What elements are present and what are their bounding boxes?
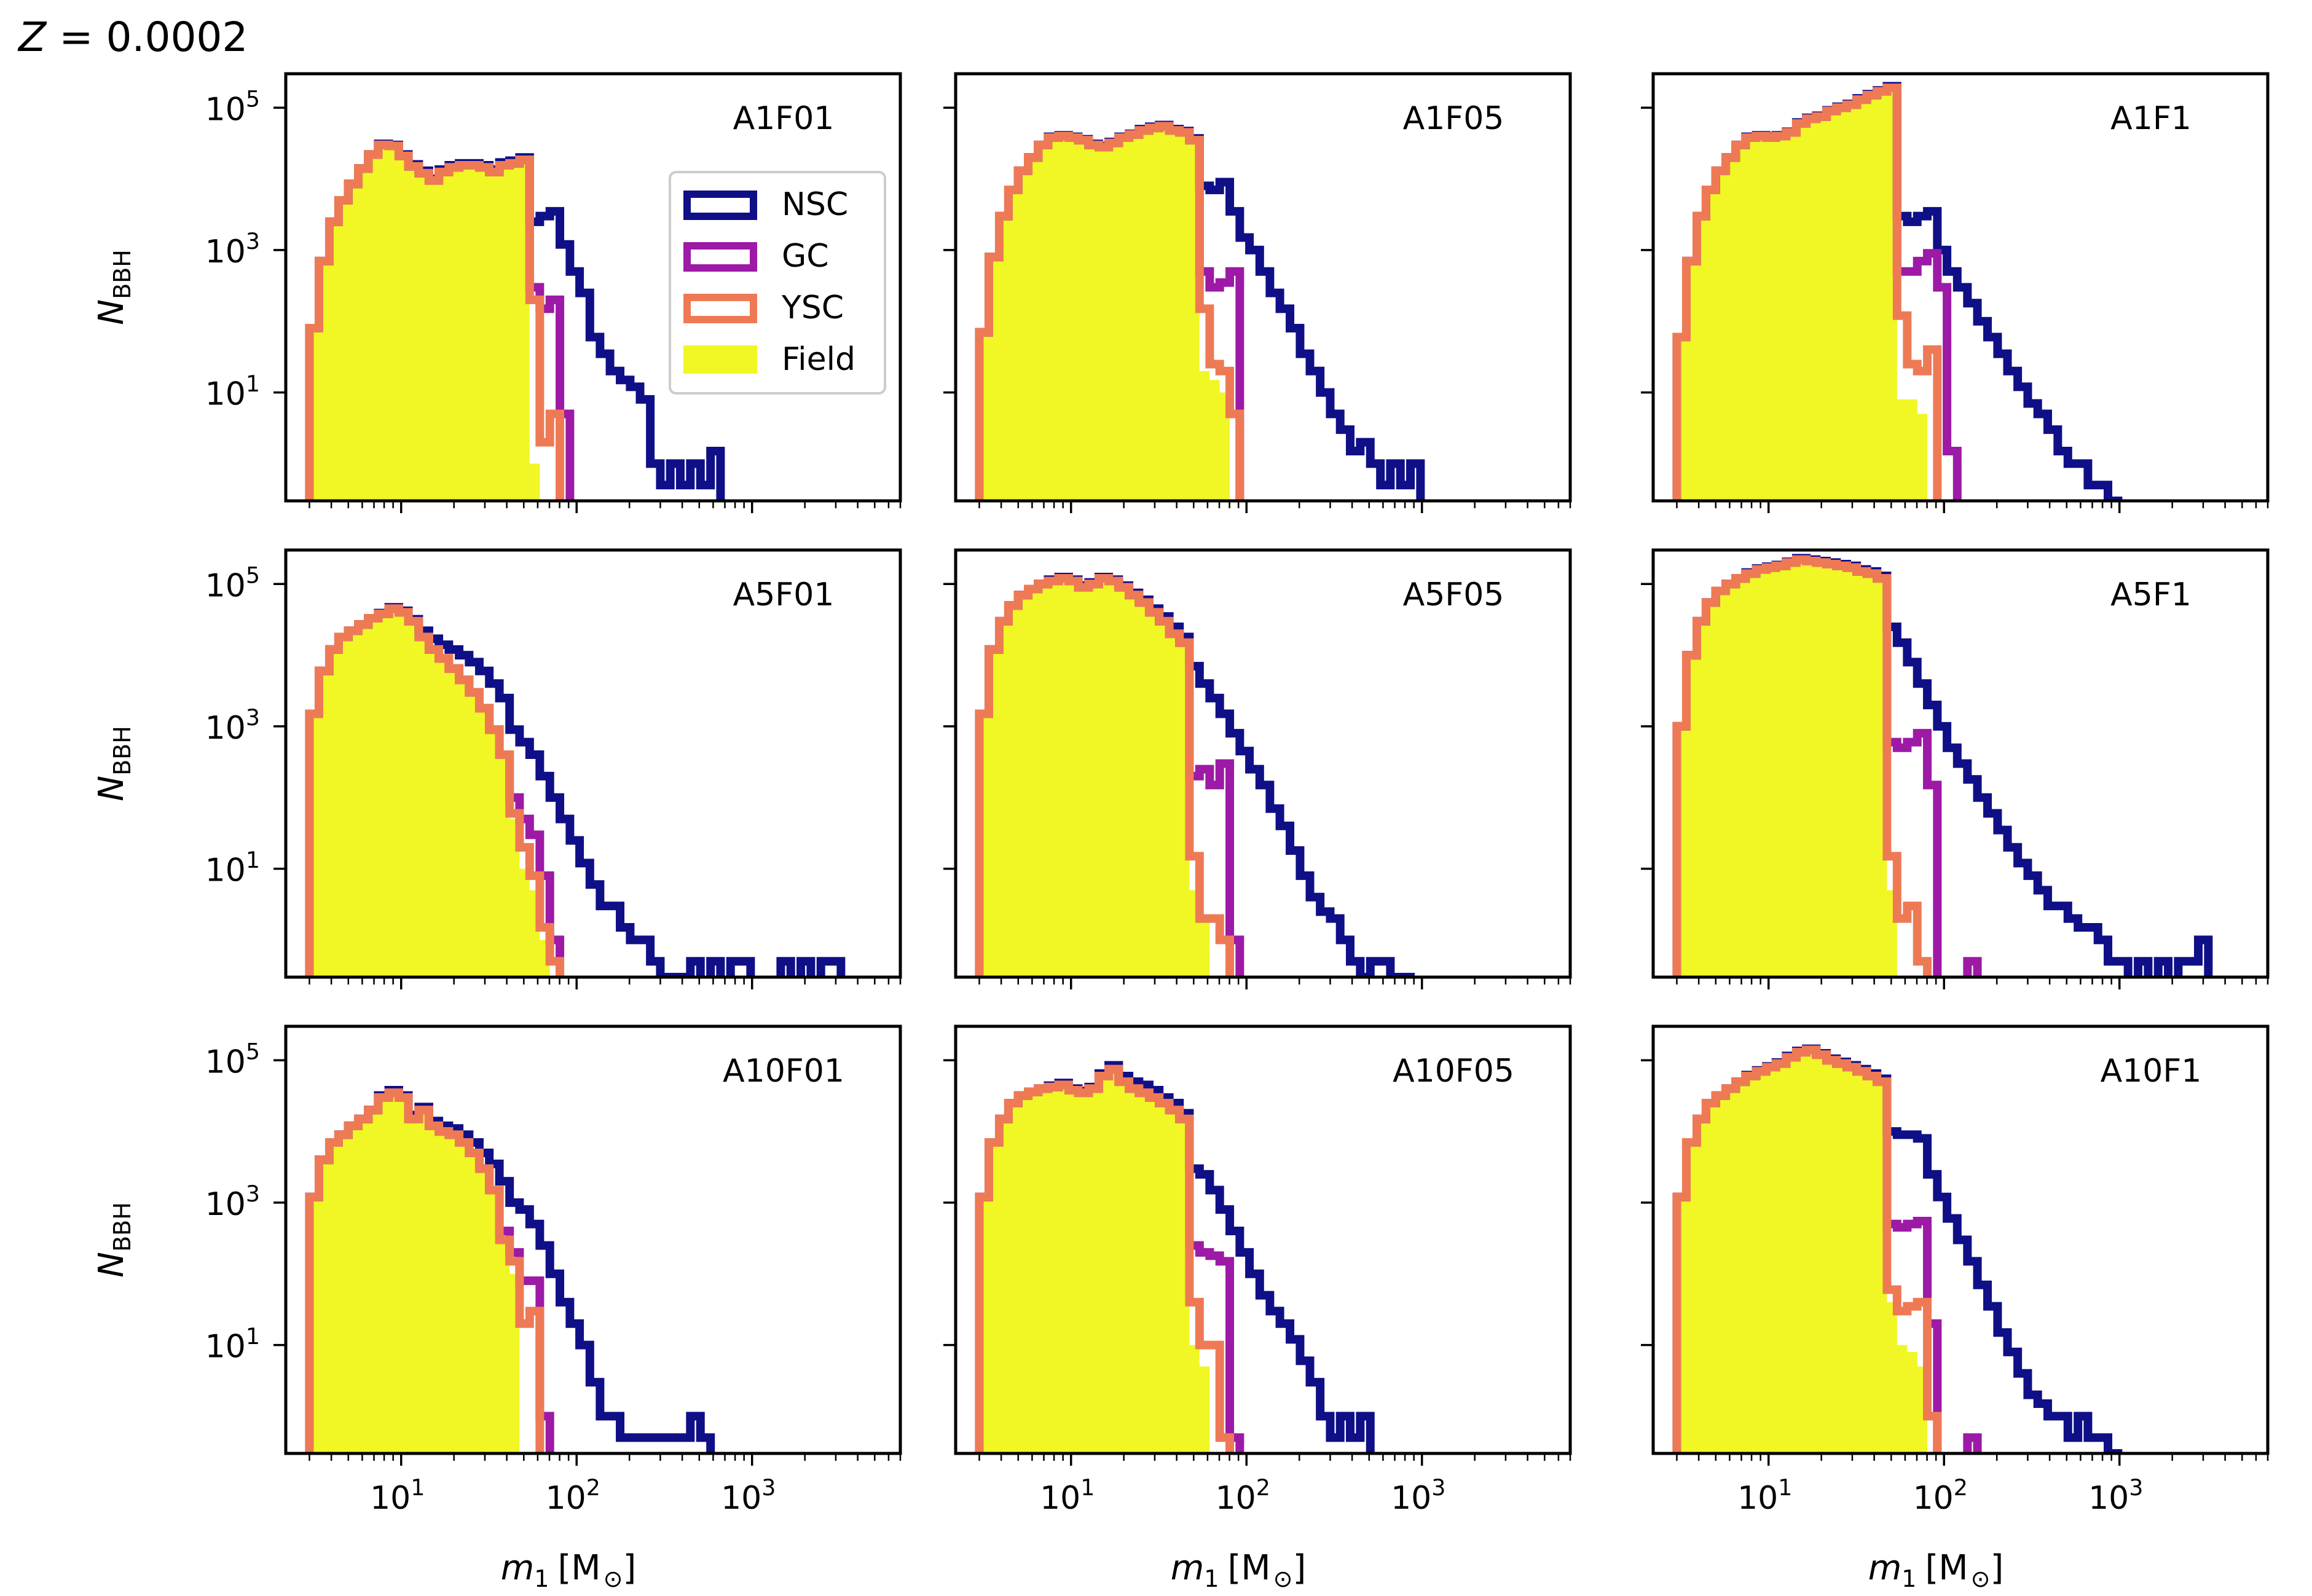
- y-tick-label: 101: [205, 371, 260, 413]
- figure-title: Z = 0.0002: [17, 14, 248, 61]
- x-tick-label: 102: [1913, 1474, 1968, 1517]
- panel-label: A10F01: [723, 1053, 844, 1090]
- legend-label-gc: GC: [782, 238, 829, 275]
- plot-area: [975, 573, 1415, 977]
- panel-label: A10F1: [2101, 1053, 2202, 1090]
- legend-swatch-nsc: [683, 191, 757, 220]
- legend-box: [669, 171, 886, 395]
- panel-label: A10F05: [1393, 1053, 1514, 1090]
- plot-area: [305, 603, 846, 977]
- panel-label: A5F01: [733, 576, 835, 613]
- plot-area: [1672, 82, 2123, 501]
- panel-frame: [284, 548, 902, 979]
- ysc-histogram: [1672, 555, 1932, 977]
- field-histogram: [309, 608, 570, 977]
- x-tick-label: 101: [1040, 1474, 1095, 1517]
- panel-a1f05: A1F05: [943, 72, 1572, 513]
- x-axis-label: m1 [M ⊙]: [1171, 1548, 1307, 1592]
- plot-area: [1672, 1044, 2123, 1453]
- panel-a5f01: 101 103 105 A5F01 NBBH: [92, 548, 902, 989]
- y-tick-label: 105: [205, 562, 260, 604]
- legend-swatch-field: [683, 345, 757, 374]
- y-tick-label: 105: [205, 85, 260, 128]
- panel-label: A5F05: [1403, 576, 1504, 613]
- field-histogram: [1677, 559, 1908, 977]
- y-tick-label: 101: [205, 1323, 260, 1366]
- panel-frame: [954, 1024, 1572, 1455]
- field-histogram: [1677, 87, 1938, 501]
- x-tick-label: 101: [1737, 1474, 1792, 1517]
- x-tick-label: 103: [2088, 1474, 2143, 1517]
- panel-frame: [284, 1024, 902, 1455]
- panel-a5f05: A5F05: [943, 548, 1572, 989]
- ysc-histogram: [975, 1064, 1235, 1453]
- panel-a10f05: 101 102 103 A10F05 m1 [M ⊙]: [943, 1024, 1572, 1592]
- panel-label: A1F05: [1403, 100, 1504, 137]
- panel-label: A1F1: [2110, 100, 2192, 137]
- ysc-histogram: [975, 574, 1235, 977]
- panel-label: A1F01: [733, 100, 835, 137]
- panel-frame: [954, 548, 1572, 979]
- panel-frame: [954, 72, 1572, 503]
- field-histogram: [1677, 1050, 1938, 1453]
- y-axis-label: NBBH: [92, 726, 136, 801]
- x-tick-label: 102: [1216, 1474, 1270, 1517]
- panel-a10f1: 101 102 103 A10F1 m1 [M ⊙]: [1641, 1024, 2270, 1592]
- ysc-histogram: [305, 604, 565, 977]
- y-tick-label: 105: [205, 1038, 260, 1080]
- panel-a1f01: 101 103 105 A1F01 NBBH NSC GC YSC Field: [92, 72, 902, 513]
- x-tick-label: 102: [546, 1474, 600, 1517]
- field-histogram: [309, 1093, 530, 1453]
- panel-frame: [1651, 1024, 2270, 1455]
- panel-frame: [1651, 72, 2270, 503]
- legend: NSC GC YSC Field: [669, 171, 886, 395]
- ysc-histogram: [1672, 1045, 1942, 1453]
- y-tick-label: 103: [205, 228, 260, 270]
- y-tick-label: 101: [205, 847, 260, 889]
- panel-frame: [284, 72, 902, 503]
- plot-area: [1672, 554, 2213, 977]
- x-tick-label: 103: [721, 1474, 776, 1517]
- panel-label: A5F1: [2110, 576, 2192, 613]
- y-axis-label: NBBH: [92, 1202, 136, 1278]
- x-tick-label: 101: [370, 1474, 425, 1517]
- panel-a5f1: A5F1: [1641, 548, 2270, 989]
- plot-area: [975, 120, 1425, 501]
- y-axis-label: NBBH: [92, 250, 136, 325]
- ysc-histogram: [305, 1088, 545, 1453]
- x-axis-label: m1 [M ⊙]: [1868, 1548, 2004, 1592]
- panel-grid: 101 103 105 A1F01 NBBH NSC GC YSC Field A1F05 A1F1…: [92, 72, 2270, 1592]
- field-histogram: [979, 578, 1220, 977]
- legend-swatch-gc: [683, 242, 757, 272]
- plot-area: [305, 140, 725, 501]
- y-tick-label: 103: [205, 704, 260, 747]
- y-tick-label: 103: [205, 1181, 260, 1223]
- ysc-histogram: [305, 140, 565, 501]
- plot-area: [975, 1061, 1375, 1453]
- field-histogram: [979, 126, 1240, 501]
- legend-label-nsc: NSC: [782, 186, 848, 223]
- legend-label-field: Field: [782, 341, 855, 378]
- x-tick-label: 103: [1391, 1474, 1445, 1517]
- ysc-histogram: [1672, 83, 1942, 501]
- field-histogram: [309, 144, 550, 501]
- legend-label-ysc: YSC: [781, 289, 844, 326]
- plot-area: [305, 1085, 715, 1453]
- panel-a1f1: A1F1: [1641, 72, 2270, 513]
- panel-a10f01: 101 102 103 101 103 105 A10F01 NBBH m1 [M ⊙]: [92, 1024, 902, 1592]
- field-histogram: [979, 1069, 1220, 1453]
- legend-swatch-ysc: [683, 294, 757, 323]
- x-axis-label: m1 [M ⊙]: [501, 1548, 637, 1592]
- ysc-histogram: [975, 122, 1244, 501]
- panel-frame: [1651, 548, 2270, 979]
